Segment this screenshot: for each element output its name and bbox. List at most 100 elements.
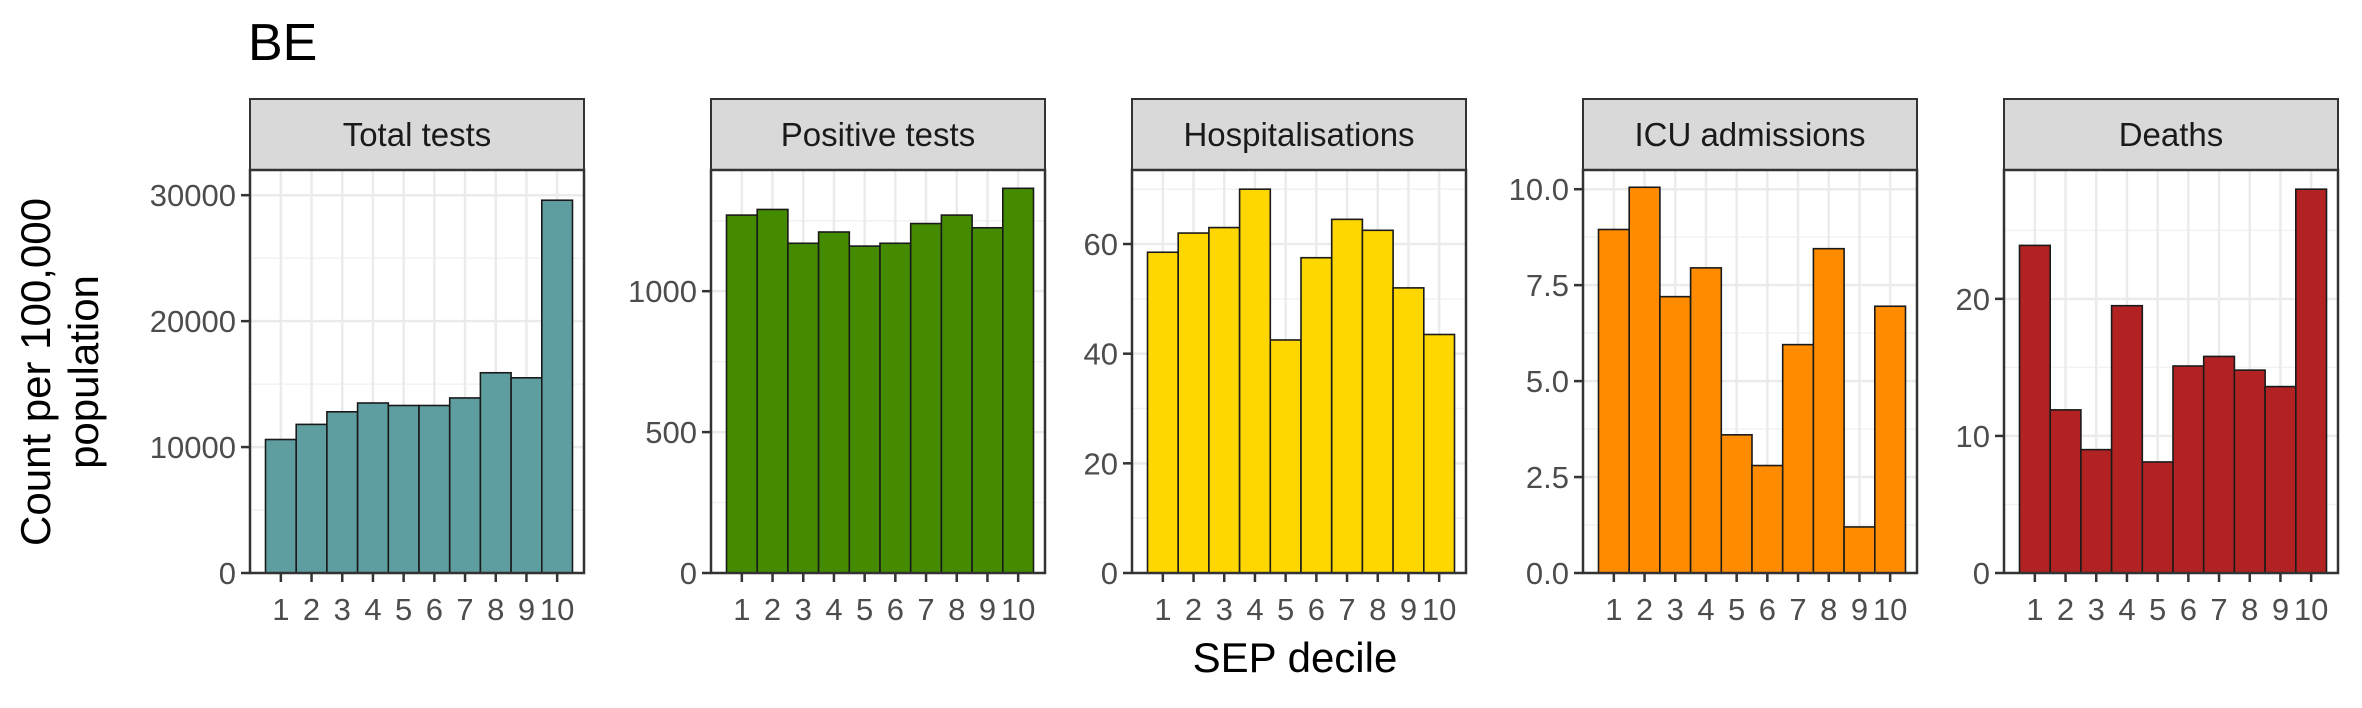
bar	[787, 242, 820, 574]
bar	[479, 371, 512, 574]
y-tick-label: 30000	[150, 178, 236, 213]
x-tick-label: 5	[395, 592, 412, 627]
bar	[326, 410, 359, 574]
x-tick-label: 8	[2241, 592, 2258, 627]
panel-border	[248, 168, 586, 575]
y-tick-label: 7.5	[1526, 268, 1569, 303]
bar	[971, 226, 1004, 574]
y-tick-label: 60	[1084, 227, 1118, 262]
bar	[2172, 365, 2205, 574]
x-tick-label: 5	[1728, 592, 1745, 627]
x-tick-label: 2	[1185, 592, 1202, 627]
bar	[879, 242, 912, 574]
panel-3: ICU admissions 0.0 2.5 5.0 7.5 10.0 1 2 3 4 5 6 7 8 9 1…	[1509, 98, 1919, 627]
x-tick-label: 5	[856, 592, 873, 627]
panel-strip	[1131, 98, 1467, 171]
y-tick-label: 10	[1956, 419, 1990, 454]
y-tick-label: 10.0	[1509, 172, 1569, 207]
bar	[1269, 339, 1302, 574]
bar	[1177, 232, 1210, 574]
panel-strip-label: ICU admissions	[1634, 116, 1865, 153]
bar	[725, 214, 759, 574]
y-tick-label: 0	[1973, 556, 1990, 591]
x-tick-label: 1	[2026, 592, 2043, 627]
bar	[909, 222, 943, 574]
bar	[1812, 247, 1845, 574]
y-tick-label: 500	[645, 415, 697, 450]
panel-strip-label: Positive tests	[781, 116, 975, 153]
bar	[448, 397, 482, 574]
x-tick-label: 2	[2057, 592, 2074, 627]
x-tick-label: 1	[1605, 592, 1622, 627]
bar	[2110, 304, 2144, 574]
bar	[264, 438, 298, 574]
panel-1: Positive tests 0 500 1000 1 2 3 4 5 6 7 8 9 10	[628, 98, 1047, 627]
x-tick-label: 8	[948, 592, 965, 627]
y-tick-label: 0	[680, 556, 697, 591]
bar	[2233, 369, 2266, 574]
y-tick-label: 5.0	[1526, 364, 1569, 399]
y-axis-title-line-1: Count per 100,000	[12, 198, 59, 546]
x-tick-label: 6	[2180, 592, 2197, 627]
bar	[2264, 385, 2297, 574]
chart-title: BE	[248, 14, 317, 72]
x-axis-title: SEP decile	[1193, 634, 1398, 681]
x-tick-label: 10	[1873, 592, 1907, 627]
bar	[1659, 295, 1692, 574]
x-tick-label: 6	[1759, 592, 1776, 627]
x-tick-label: 2	[303, 592, 320, 627]
x-tick-label: 9	[979, 592, 996, 627]
y-tick-label: 10000	[150, 430, 236, 465]
bar	[1597, 228, 1631, 574]
y-tick-label: 20	[1084, 446, 1118, 481]
bar	[540, 199, 574, 574]
y-tick-label: 2.5	[1526, 460, 1569, 495]
bar	[1208, 226, 1241, 574]
x-tick-label: 7	[2210, 592, 2227, 627]
x-tick-label: 3	[1216, 592, 1233, 627]
panel-strip-label: Total tests	[343, 116, 492, 153]
x-tick-label: 6	[1308, 592, 1325, 627]
bar	[1330, 218, 1364, 574]
x-tick-label: 4	[1246, 592, 1263, 627]
x-tick-label: 8	[1369, 592, 1386, 627]
bar	[1781, 343, 1815, 574]
x-tick-label: 4	[2118, 592, 2135, 627]
x-tick-label: 3	[334, 592, 351, 627]
panel-border	[2002, 168, 2340, 575]
x-tick-label: 5	[2149, 592, 2166, 627]
bar	[1361, 229, 1394, 574]
y-tick-label: 1000	[628, 274, 697, 309]
bar	[2080, 448, 2113, 574]
x-tick-label: 9	[518, 592, 535, 627]
x-tick-label: 6	[887, 592, 904, 627]
panel-border	[1581, 168, 1919, 575]
panel-strip-label: Deaths	[2119, 116, 2224, 153]
x-tick-label: 1	[272, 592, 289, 627]
panel-0: Total tests 0 10000 20000 30000 1 2 3 4 5 6 7 8 9 10	[150, 98, 586, 627]
y-tick-label: 0	[219, 556, 236, 591]
x-tick-label: 3	[1667, 592, 1684, 627]
y-tick-label: 20	[1956, 282, 1990, 317]
x-tick-label: 7	[917, 592, 934, 627]
panel-border	[709, 168, 1047, 575]
bar	[1843, 526, 1876, 574]
bar	[2202, 355, 2236, 574]
bar	[2141, 461, 2174, 574]
x-tick-label: 9	[2272, 592, 2289, 627]
x-tick-label: 6	[426, 592, 443, 627]
y-axis-title-line-2: population	[60, 275, 107, 469]
x-tick-label: 10	[1422, 592, 1456, 627]
bar	[356, 402, 390, 574]
bar	[848, 245, 881, 574]
bar	[1628, 186, 1661, 574]
bar	[1392, 287, 1425, 574]
x-tick-label: 8	[1820, 592, 1837, 627]
bar	[1689, 267, 1723, 574]
bar	[387, 404, 420, 574]
panel-strip	[2003, 98, 2339, 171]
x-tick-label: 8	[487, 592, 504, 627]
